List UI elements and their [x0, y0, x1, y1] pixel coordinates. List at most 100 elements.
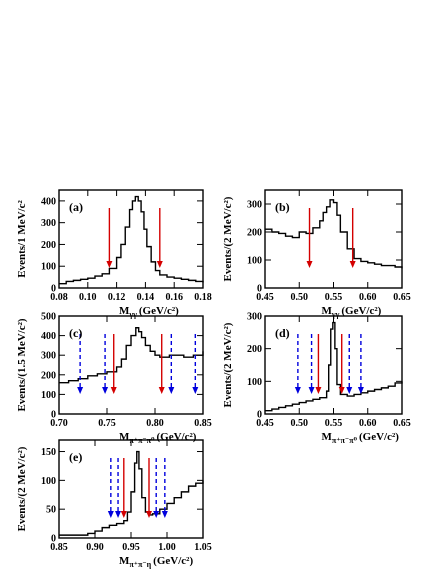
x-tick-label: 0.60: [359, 418, 377, 429]
x-axis-label-main: M: [322, 305, 333, 317]
x-tick-label: 0.45: [256, 292, 274, 303]
x-axis-label-main: M: [119, 555, 130, 567]
signal-arrow-head: [338, 387, 345, 394]
x-tick-label: 0.65: [393, 292, 411, 303]
panel-label: (e): [69, 450, 82, 464]
x-axis-label: Mπ⁺π⁻η (GeV/c²): [119, 555, 193, 569]
chart-panel-4: 0.45 0.50 0.55 0.60 0.65 0 100 200 300 (d) Mπ⁺π⁻π⁰…: [222, 312, 411, 446]
y-tick-label: 100: [41, 390, 56, 401]
panel-label: (d): [275, 326, 290, 340]
signal-arrow-head: [146, 511, 152, 518]
y-tick-label: 150: [41, 447, 56, 458]
x-axis-label-unit: (GeV/c²): [153, 555, 193, 567]
y-tick-label: 200: [247, 228, 262, 239]
y-axis-label: Events/(1.5 MeV/c²): [16, 318, 28, 411]
y-tick-label: 0: [51, 534, 56, 545]
sideband-arrow-head: [107, 511, 114, 518]
histogram-line: [265, 321, 403, 412]
y-axis-label: Events/(2 MeV/c²): [222, 196, 234, 281]
histogram-line: [59, 327, 204, 384]
x-tick-label: 0.60: [359, 292, 377, 303]
x-tick-label: 0.75: [98, 418, 116, 429]
panel-label: (a): [69, 200, 83, 214]
sideband-arrow-head: [102, 387, 109, 394]
sideband-arrow-head: [357, 387, 364, 394]
y-tick-label: 0: [51, 410, 56, 421]
chart-panel-5: 0.85 0.90 0.95 1.00 1.05 0 50 100 150 (e) Mπ⁺π⁻η (G…: [16, 439, 212, 569]
histogram-line: [59, 450, 204, 536]
chart-panel-2: 0.45 0.50 0.55 0.60 0.65 0 100 200 300 (b) Mγγ (GeV…: [222, 189, 411, 319]
sideband-arrow-head: [161, 511, 168, 518]
y-axis-label: Events/(2 MeV/c²): [222, 322, 234, 407]
x-tick-label: 1.00: [158, 542, 176, 553]
signal-arrow-head: [106, 261, 113, 268]
y-tick-label: 100: [247, 256, 262, 267]
x-tick-label: 1.05: [194, 542, 212, 553]
histogram-line: [265, 199, 403, 269]
signal-arrow-head: [156, 261, 163, 268]
x-tick-label: 0.70: [50, 418, 68, 429]
x-tick-label: 0.95: [122, 542, 140, 553]
y-tick-label: 200: [41, 370, 56, 381]
chart-panel-1: 0.08 0.10 0.12 0.14 0.16 0.18 0 100 200 300 400 (a)…: [16, 189, 212, 319]
x-axis-label-main: M: [119, 305, 130, 317]
x-tick-label: 0.50: [291, 418, 309, 429]
plot-frame: [58, 315, 204, 415]
x-tick-label: 0.80: [146, 418, 164, 429]
y-tick-label: 0: [51, 284, 56, 295]
histogram-line: [59, 195, 204, 285]
x-axis-label-main: M: [322, 431, 333, 443]
y-tick-label: 300: [41, 351, 56, 362]
x-axis-label-unit: (GeV/c²): [139, 305, 179, 317]
y-tick-label: 200: [41, 240, 56, 251]
x-tick-label: 0.85: [50, 542, 68, 553]
panel-label: (c): [69, 326, 82, 340]
y-tick-label: 300: [247, 200, 262, 211]
sideband-arrow-head: [168, 387, 175, 394]
x-tick-label: 0.85: [194, 418, 212, 429]
signal-arrow-head: [110, 387, 117, 394]
sideband-arrow-head: [308, 387, 315, 394]
x-axis-label-main: M: [119, 431, 130, 443]
y-tick-label: 100: [247, 377, 262, 388]
y-axis-label: Events/1 MeV/c²: [16, 200, 28, 278]
sideband-arrow-head: [153, 511, 160, 518]
x-tick-label: 0.45: [256, 418, 274, 429]
signal-arrow-head: [306, 261, 313, 268]
sideband-arrow-head: [77, 387, 84, 394]
x-axis-label-sub: γγ: [331, 310, 340, 319]
x-tick-label: 0.08: [50, 292, 68, 303]
x-tick-label: 0.55: [325, 418, 343, 429]
signal-arrow-head: [120, 511, 127, 518]
sideband-arrow-head: [192, 387, 199, 394]
signal-arrow-head: [158, 387, 165, 394]
x-tick-label: 0.18: [194, 292, 212, 303]
x-axis-label: Mπ⁺π⁻π⁰ (GeV/c²): [322, 431, 400, 445]
x-axis-label-sub: π⁺π⁻η: [129, 560, 151, 569]
x-axis-label-sub: π⁺π⁻π⁰: [332, 436, 358, 445]
sideband-arrow-head: [115, 511, 122, 518]
y-tick-label: 400: [41, 331, 56, 342]
y-tick-label: 400: [41, 196, 56, 207]
x-tick-label: 0.14: [137, 292, 155, 303]
plot-frame: [58, 189, 204, 289]
sideband-arrow-head: [346, 387, 353, 394]
signal-arrow-head: [349, 261, 356, 268]
x-axis-label: Mγγ (GeV/c²): [119, 305, 179, 319]
y-tick-label: 0: [257, 410, 262, 421]
x-tick-label: 0.65: [393, 418, 411, 429]
y-tick-label: 200: [247, 344, 262, 355]
sideband-arrow-head: [294, 387, 301, 394]
panel-label: (b): [275, 200, 290, 214]
x-axis-label: Mγγ (GeV/c²): [322, 305, 382, 319]
y-tick-label: 300: [41, 218, 56, 229]
x-axis-label-sub: γγ: [128, 310, 137, 319]
y-tick-label: 100: [41, 262, 56, 273]
x-tick-label: 0.55: [325, 292, 343, 303]
y-tick-label: 50: [46, 505, 56, 516]
y-tick-label: 300: [247, 312, 262, 323]
x-tick-label: 0.90: [86, 542, 104, 553]
y-axis-label: Events/(2 MeV/c²): [16, 446, 28, 531]
x-axis-label-unit: (GeV/c²): [359, 431, 399, 443]
